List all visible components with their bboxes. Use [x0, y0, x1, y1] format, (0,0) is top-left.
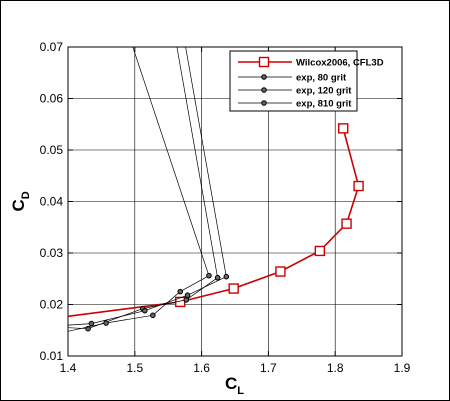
legend-marker-810-grit	[261, 100, 267, 106]
legend-marker-80-grit	[261, 74, 267, 80]
legend-label-120-grit: exp, 120 grit	[296, 86, 352, 97]
legend-label-810-grit: exp, 810 grit	[296, 99, 352, 110]
y-axis-label: CD	[9, 191, 32, 211]
legend-item-120-grit: exp, 120 grit	[238, 86, 352, 97]
y-tick-label: 0.04	[40, 195, 64, 209]
y-tick-label: 0.01	[40, 349, 64, 363]
data-point	[353, 180, 364, 192]
legend-label-80-grit: exp, 80 grit	[296, 73, 347, 84]
data-point	[150, 312, 156, 319]
legend-marker-120-grit	[261, 87, 267, 93]
data-point	[314, 245, 326, 257]
data-point	[88, 320, 95, 327]
series-line-3	[68, 47, 210, 332]
legend-marker-wilcox	[258, 56, 270, 68]
legend-item-810-grit: exp, 810 grit	[238, 99, 352, 110]
data-point	[275, 266, 286, 277]
tick-layer: 1.4 1.5 1.6 1.7 1.8 1.9 0.01 0.02 0.03 0.04 0.05 0.…	[40, 40, 411, 375]
data-point	[223, 273, 230, 280]
y-tick-label: 0.05	[40, 143, 64, 157]
data-point	[142, 307, 148, 314]
data-point	[183, 297, 190, 303]
y-tick-label: 0.02	[40, 298, 64, 312]
x-tick-label: 1.6	[193, 361, 210, 375]
x-tick-label: 1.4	[60, 361, 77, 375]
legend: Wilcox2006, CFL3D exp, 80 grit exp, 120 …	[229, 50, 384, 112]
data-point	[103, 320, 109, 326]
x-tick-label: 1.7	[260, 361, 277, 375]
series-line-0	[68, 128, 360, 318]
series-layer	[68, 47, 364, 332]
legend-box	[229, 50, 358, 112]
x-tick-label: 1.5	[126, 361, 143, 375]
legend-label-wilcox: Wilcox2006, CFL3D	[296, 58, 384, 69]
data-point	[228, 283, 239, 294]
data-point	[338, 123, 349, 134]
data-point	[341, 218, 352, 229]
x-tick-label: 1.9	[394, 361, 411, 375]
data-point	[214, 274, 221, 281]
y-tick-label: 0.07	[40, 40, 64, 54]
series-line-2	[68, 47, 227, 326]
data-point	[85, 325, 91, 332]
x-axis-label: CL	[225, 374, 244, 397]
series-line-1	[68, 47, 218, 330]
data-point	[184, 292, 191, 299]
legend-item-wilcox: Wilcox2006, CFL3D	[238, 56, 384, 69]
y-tick-label: 0.03	[40, 246, 64, 260]
x-tick-label: 1.8	[327, 361, 344, 375]
data-point	[206, 272, 212, 279]
data-point	[177, 288, 184, 295]
legend-item-80-grit: exp, 80 grit	[238, 73, 347, 84]
y-tick-label: 0.06	[40, 92, 64, 106]
